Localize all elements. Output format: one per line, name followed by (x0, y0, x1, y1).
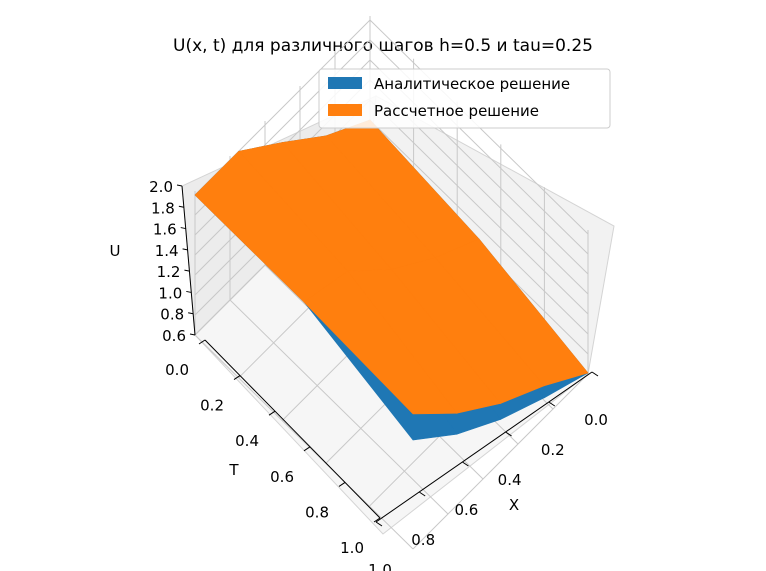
x-tick-mark (462, 461, 469, 467)
z-tick-label: 1.8 (151, 199, 175, 217)
z-tick-mark (189, 333, 196, 336)
x-tick-mark (548, 401, 556, 407)
x-tick-label: 0.4 (498, 471, 522, 489)
numeric-surface-patch (303, 270, 458, 415)
t-tick-mark (338, 481, 346, 487)
t-tick-label: 0.8 (305, 503, 329, 521)
z-tick-label: 1.0 (158, 284, 182, 302)
z-tick-mark (176, 184, 183, 187)
x-tick-label: 0.0 (584, 411, 608, 429)
x-axis-line (375, 371, 593, 523)
legend-label-numeric: Рассчетное решение (374, 102, 539, 120)
x-tick-label: 0.8 (411, 531, 435, 549)
t-tick-mark (233, 375, 241, 381)
t-tick-mark (373, 517, 381, 523)
z-tick-label: 1.6 (153, 221, 177, 239)
legend-swatch-numeric (328, 104, 362, 116)
z-tick-mark (178, 205, 184, 208)
z-tick-label: 2.0 (149, 178, 173, 196)
t-tick-mark (303, 446, 311, 452)
z-tick-mark (184, 269, 190, 272)
z-tick-label: 1.2 (157, 263, 181, 281)
legend-frame (318, 68, 611, 129)
t-tick-mark (268, 410, 276, 416)
pane-grid-line (369, 99, 589, 315)
z-tick-mark (182, 248, 188, 251)
t-tick-label: 1.0 (340, 539, 364, 557)
legend-label-analytic: Аналитическое решение (374, 75, 570, 93)
t-tick-label: 0.4 (235, 432, 259, 450)
z-tick-label: 1.4 (155, 242, 179, 260)
t-tick-label: 0.6 (270, 468, 294, 486)
t-axis-label: T (228, 461, 239, 479)
x-tick-mark (375, 521, 383, 527)
t-tick-label: 0.0 (165, 361, 189, 379)
x-tick-label: 1.0 (368, 561, 392, 571)
surface-plot (194, 119, 589, 441)
x-tick-mark (591, 371, 599, 377)
t-tick-mark (198, 339, 206, 345)
x-tick-mark (505, 431, 512, 437)
z-tick-mark (188, 312, 194, 315)
z-tick-mark (180, 227, 186, 230)
z-tick-mark (186, 290, 192, 293)
pane-grid-line (369, 119, 589, 335)
z-tick-label: 0.8 (160, 306, 184, 324)
floor-grid-line (412, 373, 589, 550)
floor-grid-line (194, 334, 414, 550)
x-axis-label: X (509, 496, 519, 514)
x-tick-mark (418, 491, 426, 497)
t-tick-label: 0.2 (200, 397, 224, 415)
z-axis-label: U (110, 242, 121, 260)
x-tick-label: 0.6 (454, 501, 478, 519)
t-axis-line (204, 339, 381, 519)
z-tick-label: 0.6 (162, 327, 186, 345)
z-axis-line (181, 185, 196, 336)
legend: Аналитическое решение Рассчетное решение (318, 68, 611, 129)
floor-grid-line (229, 299, 449, 515)
axes: 0.6 0.8 1.0 1.2 1.4 1.6 1.8 2.0 0.0 0.2 0.4 0.6 0.8 1… (149, 178, 608, 571)
x-tick-label: 0.2 (541, 441, 565, 459)
legend-swatch-analytic (328, 77, 362, 89)
chart-title: U(x, t) для различного шагов h=0.5 и tau… (173, 36, 593, 56)
